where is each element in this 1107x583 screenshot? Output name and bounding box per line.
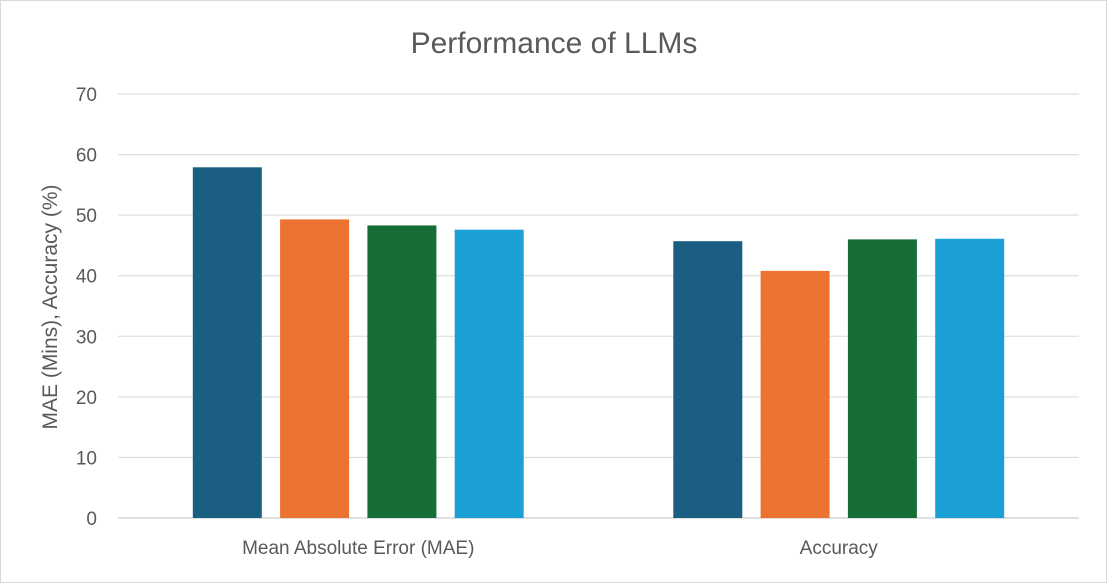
y-tick-label: 60 [76,146,97,167]
y-tick-label: 20 [76,388,97,409]
x-category-label: Mean Absolute Error (MAE) [242,538,474,559]
x-axis-categories: Mean Absolute Error (MAE) Accuracy [242,538,878,559]
gridlines [118,93,1079,519]
bar-series-3-mae [367,225,437,518]
y-axis-label: MAE (Mins), Accuracy (%) [39,184,62,429]
y-axis-ticks: 0 10 20 30 40 50 60 70 [76,85,97,530]
y-tick-label: 70 [76,85,97,106]
y-tick-label: 50 [76,206,97,227]
x-category-label: Accuracy [800,538,879,559]
bar-series-2-accuracy [760,270,830,518]
chart-title: Performance of LLMs [411,27,698,60]
y-tick-label: 40 [76,267,97,288]
y-tick-label: 30 [76,327,97,348]
bar-series-2-mae [280,219,350,518]
bar-series-1-mae [192,167,262,518]
y-tick-label: 10 [76,448,97,469]
bar-series-3-accuracy [847,239,917,518]
y-tick-label: 0 [86,509,97,530]
bar-series-1-accuracy [673,241,743,518]
bar-series-4-mae [454,229,524,518]
bars [192,167,1005,518]
bar-series-4-accuracy [935,238,1005,518]
